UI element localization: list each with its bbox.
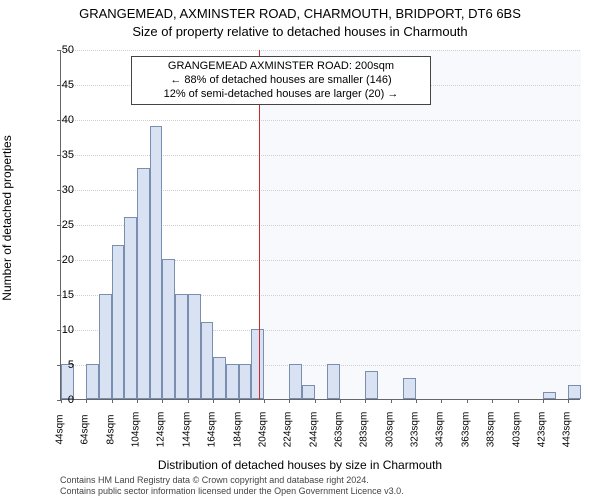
x-tick-mark [518,399,519,403]
x-tick-label: 403sqm [511,412,522,448]
x-tick-mark [340,399,341,403]
x-tick-label: 283sqm [359,412,370,448]
y-tick-label: 30 [44,184,74,196]
x-tick-label: 383sqm [486,412,497,448]
x-tick-mark [137,399,138,403]
x-tick-label: 343sqm [435,412,446,448]
y-tick-label: 35 [44,149,74,161]
histogram-bar [175,294,188,399]
attribution-line: Contains public sector information licen… [60,486,404,496]
x-tick-label: 263sqm [334,412,345,448]
x-tick-mark [264,399,265,403]
y-tick-label: 40 [44,114,74,126]
gridline [61,50,580,51]
histogram-bar [162,259,175,399]
y-tick-label: 25 [44,219,74,231]
y-tick-label: 0 [44,394,74,406]
x-tick-label: 244sqm [308,412,319,448]
x-tick-mark [568,399,569,403]
x-tick-mark [239,399,240,403]
x-tick-label: 443sqm [562,412,573,448]
x-tick-label: 44sqm [55,414,66,444]
x-tick-label: 363sqm [460,412,471,448]
y-tick-label: 5 [44,359,74,371]
x-tick-mark [188,399,189,403]
callout-line: ← 88% of detached houses are smaller (14… [138,74,424,88]
x-tick-label: 184sqm [232,412,243,448]
histogram-bar [150,126,163,399]
histogram-bar [327,364,340,399]
y-tick-label: 20 [44,254,74,266]
x-tick-label: 323sqm [410,412,421,448]
callout-line: 12% of semi-detached houses are larger (… [138,88,424,102]
histogram-bar [251,329,264,399]
histogram-bar [239,364,252,399]
y-tick-label: 15 [44,289,74,301]
histogram-bar [188,294,201,399]
histogram-bar [302,385,315,399]
x-tick-mark [416,399,417,403]
histogram-bar [112,245,125,399]
attribution-line: Contains HM Land Registry data © Crown c… [60,475,404,485]
x-tick-label: 423sqm [536,412,547,448]
histogram-bar [289,364,302,399]
x-tick-mark [213,399,214,403]
histogram-bar [543,392,556,399]
gridline [61,120,580,121]
callout-line: GRANGEMEAD AXMINSTER ROAD: 200sqm [138,60,424,74]
histogram-bar [213,357,226,399]
x-tick-label: 124sqm [156,412,167,448]
x-tick-label: 224sqm [283,412,294,448]
x-tick-label: 64sqm [80,414,91,444]
gridline [61,155,580,156]
histogram-bar [86,364,99,399]
attribution-text: Contains HM Land Registry data © Crown c… [60,475,404,496]
x-tick-mark [289,399,290,403]
callout-box: GRANGEMEAD AXMINSTER ROAD: 200sqm← 88% o… [131,56,431,105]
x-tick-mark [543,399,544,403]
chart-subtitle: Size of property relative to detached ho… [0,24,600,39]
y-axis-title: Number of detached properties [0,53,14,218]
x-tick-mark [162,399,163,403]
x-tick-label: 164sqm [207,412,218,448]
x-tick-mark [467,399,468,403]
chart-title: GRANGEMEAD, AXMINSTER ROAD, CHARMOUTH, B… [0,6,600,21]
x-axis-title: Distribution of detached houses by size … [0,458,600,472]
histogram-bar [124,217,137,399]
x-tick-mark [391,399,392,403]
x-tick-label: 84sqm [105,414,116,444]
x-tick-mark [112,399,113,403]
x-tick-label: 144sqm [181,412,192,448]
x-tick-mark [86,399,87,403]
x-tick-label: 204sqm [257,412,268,448]
y-tick-label: 50 [44,44,74,56]
histogram-bar [201,322,214,399]
x-tick-mark [492,399,493,403]
x-tick-mark [365,399,366,403]
histogram-bar [226,364,239,399]
plot-area: GRANGEMEAD AXMINSTER ROAD: 200sqm← 88% o… [60,50,580,400]
chart-root: GRANGEMEAD, AXMINSTER ROAD, CHARMOUTH, B… [0,0,600,500]
x-tick-mark [315,399,316,403]
histogram-bar [99,294,112,399]
histogram-bar [365,371,378,399]
y-tick-label: 10 [44,324,74,336]
histogram-bar [403,378,416,399]
y-tick-label: 45 [44,79,74,91]
x-tick-label: 104sqm [131,412,142,448]
histogram-bar [137,168,150,399]
x-tick-mark [441,399,442,403]
x-tick-label: 303sqm [384,412,395,448]
histogram-bar [568,385,581,399]
